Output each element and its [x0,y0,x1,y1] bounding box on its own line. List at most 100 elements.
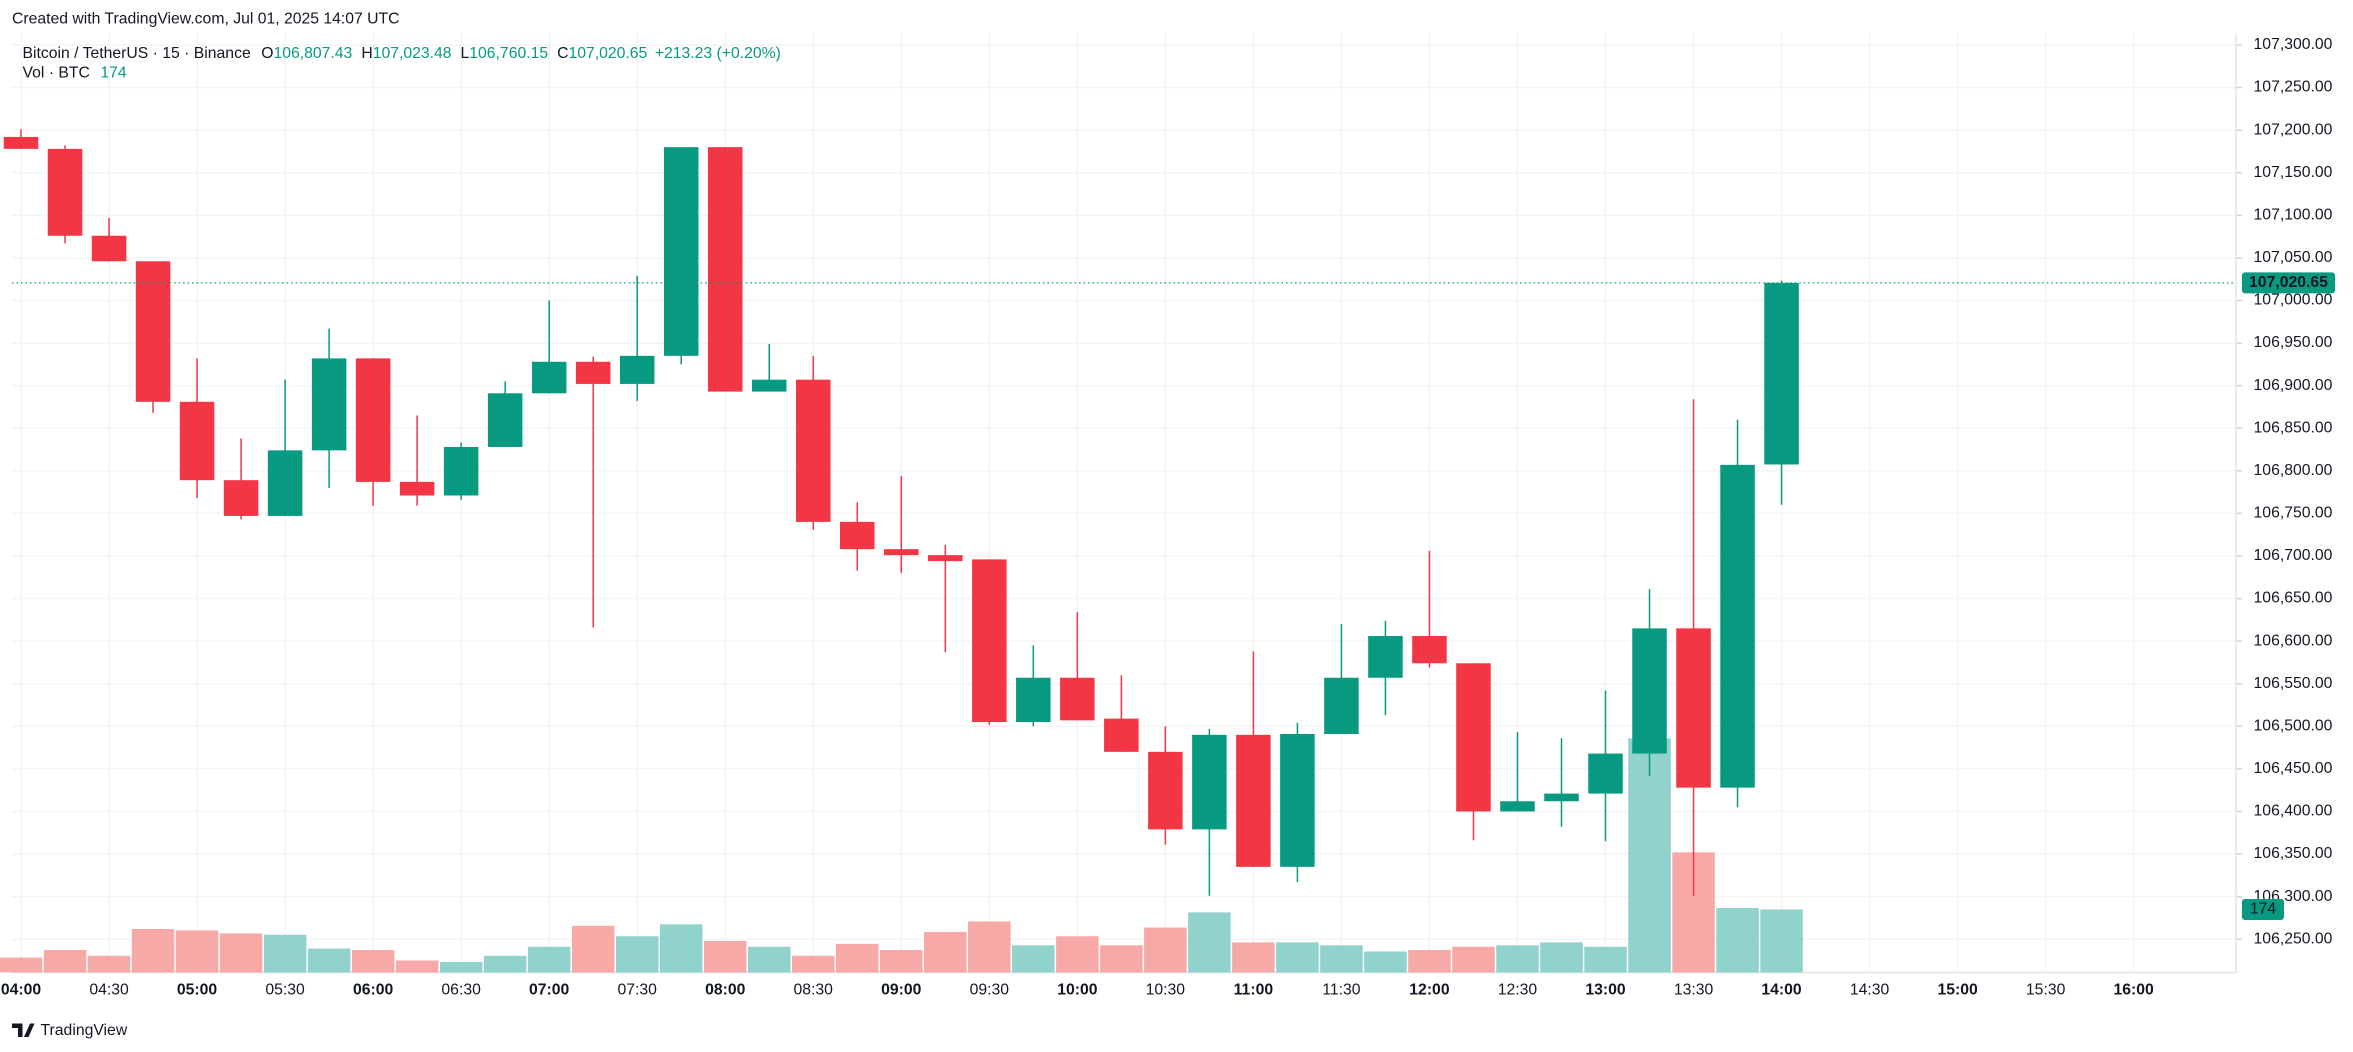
volume-bar [924,931,967,973]
x-tick-label: 11:00 [1234,982,1274,999]
x-tick-label: 14:30 [1850,982,1890,999]
x-tick-label: 05:00 [177,982,218,999]
volume-bar [1320,945,1363,973]
y-tick-label: 107,000.00 [2254,292,2333,309]
volume-value: 174 [100,65,127,82]
candle-body [1720,464,1755,788]
volume-bar [968,921,1011,973]
volume-bar [439,961,483,973]
y-tick-label: 106,400.00 [2254,803,2333,820]
volume-bar [1188,912,1231,973]
ohlc-value: 107,020.65 [568,45,647,62]
volume-bar [307,948,351,973]
volume-bar [175,930,219,973]
candle-body [1676,628,1711,788]
ohlc-value: 107,023.48 [373,45,452,62]
x-tick-label: 08:30 [794,982,834,999]
volume-bar [571,925,615,973]
x-tick-label: 08:00 [705,982,746,999]
volume-bar [0,957,43,973]
x-tick-label: 04:30 [89,982,129,999]
volume-bar [836,943,879,973]
candle-body [663,147,699,356]
volume-bar [43,950,87,973]
y-tick-label: 106,900.00 [2254,377,2333,394]
volume-bar [1584,946,1627,973]
candle-body [1324,677,1359,734]
x-tick-label: 14:00 [1761,982,1802,999]
candle-body [1280,733,1315,867]
candle-body [884,549,919,556]
candle-body [795,379,831,522]
symbol-title: Bitcoin / TetherUS · 15 · Binance [23,45,251,62]
y-tick-label: 106,600.00 [2254,632,2333,649]
volume-bar [219,933,263,973]
candle-body [972,559,1007,723]
candle-body [487,393,523,447]
y-tick-label: 107,300.00 [2254,36,2333,53]
volume-title: Vol · BTC [23,65,90,82]
volume-bar [1716,908,1759,973]
candle-body [443,446,479,496]
x-tick-label: 07:30 [617,982,657,999]
volume-bar [351,950,395,973]
y-tick-label: 106,800.00 [2254,462,2333,479]
ohlc-value: 106,807.43 [273,45,352,62]
candle-body [1412,636,1447,664]
legend-header: Bitcoin / TetherUS · 15 · Binance O106,80… [23,45,781,62]
x-tick-label: 12:30 [1498,982,1538,999]
volume-bar [87,955,131,973]
volume-bar [483,955,527,973]
candle-body [1764,282,1799,465]
candle-body [531,361,567,394]
volume-bar [1100,945,1143,973]
volume-bar [615,936,659,973]
x-tick-label: 10:30 [1146,982,1186,999]
y-tick-label: 106,550.00 [2254,675,2333,692]
ohlc-name: L [461,45,470,62]
candle-body [928,555,963,562]
volume-bar [703,940,747,973]
volume-bar [1496,945,1539,973]
y-tick-label: 107,200.00 [2254,121,2333,138]
candle-body [1060,677,1095,721]
volume-bar [1276,942,1319,973]
volume-bar [1452,946,1495,973]
volume-bar [1364,951,1407,973]
y-tick-label: 106,850.00 [2254,419,2333,436]
candle-body [1500,801,1535,812]
candle-body [91,235,127,262]
volume-bar [1012,945,1055,973]
x-tick-label: 07:00 [529,982,570,999]
y-tick-label: 107,150.00 [2254,164,2333,181]
y-tick-label: 106,250.00 [2254,930,2333,947]
y-tick-label: 106,750.00 [2254,505,2333,522]
candle-body [135,261,171,402]
candle-body [311,358,347,451]
candle-body [1148,751,1183,830]
candle-body [1632,628,1667,754]
candle-body [399,481,435,496]
candle-body [1104,718,1139,752]
y-tick-label: 106,350.00 [2254,845,2333,862]
x-tick-label: 13:30 [1674,982,1714,999]
x-tick-label: 15:30 [2026,982,2066,999]
ohlc-value: 106,760.15 [469,45,548,62]
volume-bar [1232,942,1275,973]
x-tick-label: 06:00 [353,982,394,999]
volume-bar [395,960,439,973]
y-tick-label: 106,700.00 [2254,547,2333,564]
y-tick-label: 107,100.00 [2254,206,2333,223]
y-tick-label: 106,500.00 [2254,717,2333,734]
x-tick-label: 11:30 [1322,982,1360,999]
volume-tag [2241,898,2284,920]
x-tick-label: 06:30 [441,982,481,999]
x-tick-label: 10:00 [1057,982,1098,999]
volume-bar [1628,738,1671,973]
y-tick-label: 107,250.00 [2254,79,2333,96]
volume-last-label: 174 [2250,901,2277,918]
volume-bar [527,946,571,973]
candle-body [1016,677,1051,723]
